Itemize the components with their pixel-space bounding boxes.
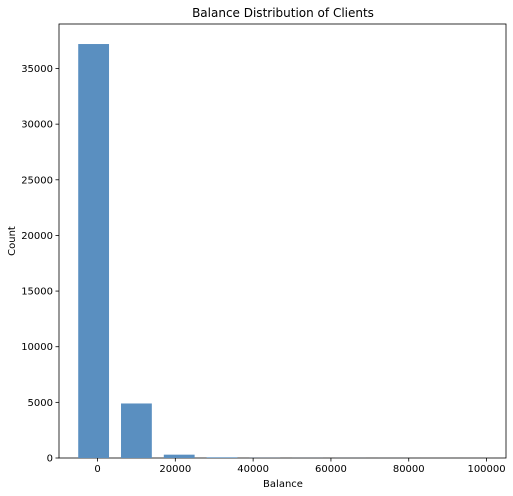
x-tick-label-1: 20000 <box>159 464 191 475</box>
y-tick-label-3: 15000 <box>21 287 53 298</box>
plot-area <box>58 23 507 459</box>
x-tick-label-2: 40000 <box>237 464 269 475</box>
bar-2 <box>163 454 195 458</box>
x-axis-ticks: 0 20000 40000 60000 80000 100000 <box>94 458 506 475</box>
x-tick-label-4: 80000 <box>393 464 425 475</box>
x-axis-label: Balance <box>263 479 303 490</box>
y-axis-label: Count <box>7 226 18 256</box>
bar-1 <box>121 403 152 458</box>
x-tick-label-0: 0 <box>94 464 100 475</box>
y-tick-label-2: 10000 <box>21 342 53 353</box>
y-tick-label-5: 25000 <box>21 175 53 186</box>
y-tick-label-4: 20000 <box>21 231 53 242</box>
bars <box>78 44 495 459</box>
x-tick-label-3: 60000 <box>315 464 347 475</box>
y-tick-label-7: 35000 <box>21 64 53 75</box>
bar-3 <box>206 457 238 458</box>
bar-0 <box>78 44 110 459</box>
x-tick-label-5: 100000 <box>467 464 505 475</box>
y-tick-label-0: 0 <box>47 454 53 465</box>
y-tick-label-6: 30000 <box>21 120 53 131</box>
y-axis-ticks: 0 5000 10000 15000 20000 25000 30000 35000 <box>21 64 59 465</box>
y-tick-label-1: 5000 <box>28 398 53 409</box>
chart-title: Balance Distribution of Clients <box>192 6 374 20</box>
